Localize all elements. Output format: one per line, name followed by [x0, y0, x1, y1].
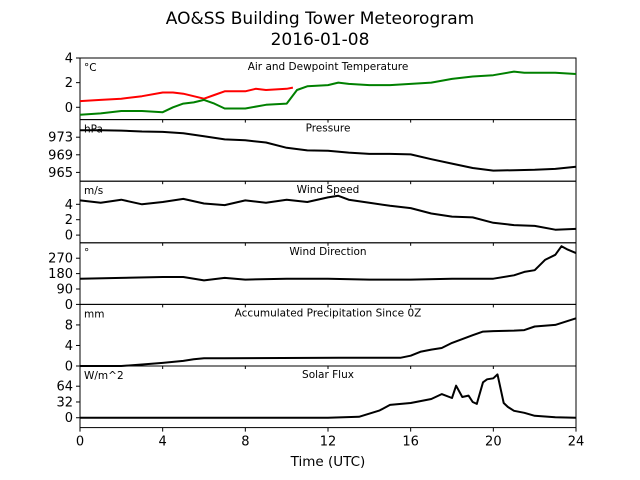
panel-title-2: Wind Speed [297, 184, 360, 196]
panel-unit-2: m/s [84, 185, 103, 197]
y-tick-label-5-1: 32 [56, 395, 73, 410]
y-tick-label-4-2: 0 [65, 360, 73, 375]
panel-unit-4: mm [84, 308, 104, 320]
x-tick-label-0: 0 [76, 435, 84, 450]
x-tick-label-1: 4 [159, 435, 167, 450]
x-tick-label-4: 16 [402, 435, 419, 450]
panel-title-4: Accumulated Precipitation Since 0Z [235, 307, 422, 319]
y-tick-label-3-3: 0 [65, 298, 73, 313]
x-tick-label-2: 8 [241, 435, 249, 450]
y-tick-label-4-0: 8 [65, 318, 73, 333]
y-tick-label-1-1: 969 [48, 148, 73, 163]
y-tick-label-0-2: 4 [65, 52, 73, 67]
y-tick-label-3-1: 180 [48, 267, 73, 282]
y-tick-label-3-0: 270 [48, 252, 73, 267]
y-tick-label-2-2: 0 [65, 229, 73, 244]
panel-title-5: Solar Flux [302, 369, 354, 381]
y-tick-label-1-2: 965 [48, 166, 73, 181]
series-line-3-0 [79, 245, 577, 282]
panel-unit-1: hPa [84, 124, 103, 136]
y-tick-label-4-1: 4 [65, 339, 73, 354]
series-line-2-0 [79, 194, 577, 231]
panels-group: 024°C Air and Dewpoint Temperature9739699… [48, 52, 584, 450]
panel-unit-0: °C [84, 62, 97, 74]
y-tick-label-0-1: 2 [65, 76, 73, 91]
panel-title-1: Pressure [306, 123, 351, 135]
x-axis-label: Time (UTC) [290, 454, 366, 470]
panel-title-3: Wind Direction [289, 246, 366, 258]
panel-title-0: Air and Dewpoint Temperature [248, 61, 409, 73]
y-tick-label-0-0: 0 [65, 101, 73, 116]
y-tick-label-1-0: 973 [48, 131, 73, 146]
panel-unit-3: ° [84, 247, 89, 259]
y-tick-label-5-0: 64 [56, 380, 73, 395]
x-tick-label-5: 20 [485, 435, 502, 450]
x-tick-label-6: 24 [568, 435, 585, 450]
panel-unit-5: W/m^2 [84, 370, 124, 382]
x-tick-label-3: 12 [320, 435, 337, 450]
chart-subtitle: 2016-01-08 [271, 30, 370, 50]
series-line-0-0 [79, 86, 294, 103]
chart-title: AO&SS Building Tower Meteorogram [166, 9, 474, 29]
y-tick-label-2-0: 4 [65, 198, 73, 213]
series-line-5-0 [80, 373, 577, 419]
y-tick-label-2-1: 2 [65, 213, 73, 228]
y-tick-label-3-2: 90 [56, 283, 73, 298]
series-line-4-0 [80, 317, 577, 367]
series-line-1-0 [80, 129, 577, 172]
series-line-0-1 [79, 70, 577, 116]
y-tick-label-5-2: 0 [65, 411, 73, 426]
